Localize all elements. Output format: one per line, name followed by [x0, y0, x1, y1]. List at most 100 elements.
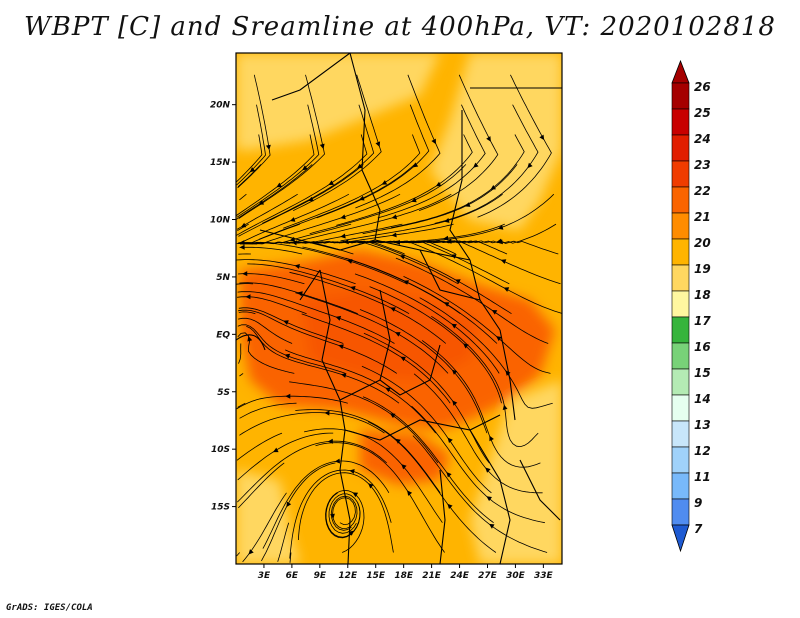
credit-text: GrADS: IGES/COLA [6, 603, 93, 613]
colorbar-label: 7 [694, 522, 703, 536]
colorbar-label: 21 [694, 210, 711, 224]
colorbar-label: 17 [694, 314, 711, 328]
streamline-arrow [395, 332, 401, 337]
streamline [246, 325, 400, 404]
streamline [295, 409, 441, 494]
colorbar-label: 25 [694, 106, 711, 120]
streamline-arrow [265, 144, 271, 150]
streamline [411, 405, 545, 524]
streamline-arrow [381, 180, 388, 185]
streamline-arrow [503, 287, 510, 292]
streamline [236, 283, 254, 285]
streamline-arrow [249, 167, 256, 173]
streamline-arrow [389, 413, 396, 419]
wbpt-warm-core-south [360, 430, 450, 485]
streamline [367, 421, 497, 553]
colorbar-label: 11 [694, 470, 711, 484]
streamline-arrow [350, 286, 356, 291]
streamline-arrow [385, 387, 391, 393]
colorbar-segment [671, 290, 690, 318]
streamline [238, 309, 398, 374]
streamline-arrow [395, 438, 401, 444]
streamline-arrow [245, 294, 251, 300]
colorbar-segment [671, 82, 690, 110]
y-tick-label: 20N [210, 101, 231, 111]
streamline [236, 164, 313, 220]
streamline-arrow [327, 438, 333, 444]
x-tick-label: 12E [338, 571, 358, 581]
streamline [298, 472, 394, 553]
streamline-arrow [527, 162, 533, 169]
streamline [362, 164, 518, 235]
colorbar-label: 12 [694, 444, 711, 458]
streamline-arrow [357, 163, 363, 169]
streamline-arrow [496, 336, 502, 342]
map-area [236, 53, 562, 564]
colorbar-label: 23 [694, 158, 711, 172]
streamline [418, 74, 499, 211]
colorbar-label: 15 [694, 366, 711, 380]
streamline [239, 246, 303, 255]
streamline-arrow [463, 343, 469, 349]
streamline [289, 552, 292, 563]
colorbar-segment [671, 238, 690, 266]
streamline-arrow [451, 369, 458, 375]
y-tick-label: 15S [211, 503, 230, 513]
streamline [277, 522, 290, 562]
streamline-arrow [328, 180, 334, 185]
streamline-arrow [341, 373, 347, 378]
streamline-arrow [330, 513, 335, 519]
streamline-arrow [359, 195, 365, 201]
colorbar-segment [671, 134, 690, 162]
y-tick-label: EQ [216, 330, 230, 340]
streamline-arrow [502, 404, 508, 410]
streamline [237, 432, 334, 481]
streamline [304, 428, 443, 523]
colorbar-segment [671, 446, 690, 474]
streamline [238, 193, 401, 244]
colorbar-label: 13 [694, 418, 711, 432]
colorbar-segment [671, 316, 690, 344]
streamline [261, 462, 336, 562]
colorbar-bottom-arrow [671, 524, 690, 553]
colorbar-segment [671, 342, 690, 370]
colorbar-top-arrow [671, 59, 690, 84]
streamline [238, 74, 325, 219]
x-tick-label: 30E [506, 571, 526, 581]
wbpt-cool-region-east [470, 380, 562, 564]
colorbar-label: 16 [694, 340, 711, 354]
streamline-arrow [352, 492, 359, 498]
streamline [413, 373, 543, 494]
streamline-arrow [390, 307, 396, 312]
colorbar-label: 26 [694, 80, 711, 94]
streamline-arrow [403, 280, 409, 285]
y-axis: 20N 15N 10N 5N EQ 5S 10S 15S [210, 101, 236, 513]
streamline-arrow [338, 344, 344, 350]
streamline-arrow [286, 501, 292, 508]
colorbar-segment [671, 368, 690, 396]
streamline [336, 134, 473, 226]
streamline-arrow [340, 214, 346, 220]
streamline [239, 193, 247, 201]
streamline-arrow [289, 217, 296, 222]
colorbar-label: 9 [694, 496, 702, 510]
streamline-arrow [451, 323, 457, 329]
y-tick-label: 10N [210, 216, 231, 226]
streamline [237, 440, 387, 503]
streamline-arrow [302, 165, 308, 171]
streamline [247, 263, 410, 315]
streamline [390, 134, 525, 229]
streamline-arrow [407, 490, 413, 496]
x-tick-label: 9E [314, 571, 327, 581]
streamline [236, 104, 320, 218]
streamline-arrow [334, 458, 340, 464]
colorbar-segment [671, 264, 690, 292]
streamline [236, 134, 368, 236]
streamline [237, 164, 262, 188]
streamline [236, 552, 240, 557]
wbpt-cool-region-north [236, 53, 440, 150]
streamline-arrow [447, 437, 453, 443]
streamline [393, 223, 557, 244]
streamline-arrow [297, 291, 303, 297]
streamline [477, 74, 552, 218]
